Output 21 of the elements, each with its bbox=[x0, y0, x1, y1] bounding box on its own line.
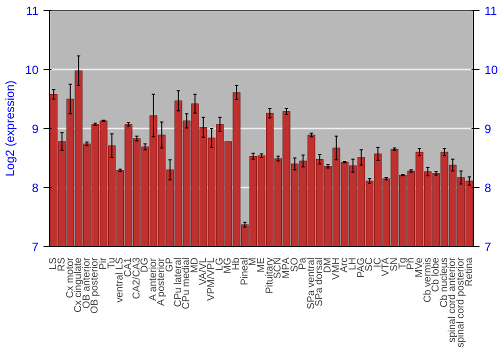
y-tick-label: 11 bbox=[26, 4, 39, 18]
x-tick-label: CA1 bbox=[122, 257, 134, 277]
x-tick-label: Tg bbox=[397, 258, 408, 270]
y2-tick-label: 10 bbox=[484, 63, 498, 77]
y2-tick-label: 7 bbox=[484, 240, 492, 254]
x-tick-label: A posterior bbox=[156, 257, 168, 306]
x-tick-label: LH bbox=[347, 257, 358, 270]
x-tick-label: Pituitary bbox=[264, 258, 276, 294]
y2-tick-label: 8 bbox=[484, 181, 492, 195]
x-tick-label: ME bbox=[256, 257, 267, 272]
x-tick-label: RS bbox=[56, 257, 68, 272]
y-tick-label: 8 bbox=[32, 181, 39, 195]
y-tick-label: 9 bbox=[32, 122, 39, 136]
x-tick-label: MVe bbox=[414, 257, 425, 278]
y-tick-label: 10 bbox=[25, 63, 39, 77]
y2-tick-label: 11 bbox=[484, 4, 498, 18]
y-tick-label: 7 bbox=[32, 240, 39, 254]
x-tick-label: OB posterior bbox=[90, 256, 101, 314]
y2-tick-label: 9 bbox=[484, 122, 492, 136]
x-tick-label: MPA bbox=[280, 257, 292, 278]
y-axis-title: Log2 (expression) bbox=[3, 80, 18, 177]
